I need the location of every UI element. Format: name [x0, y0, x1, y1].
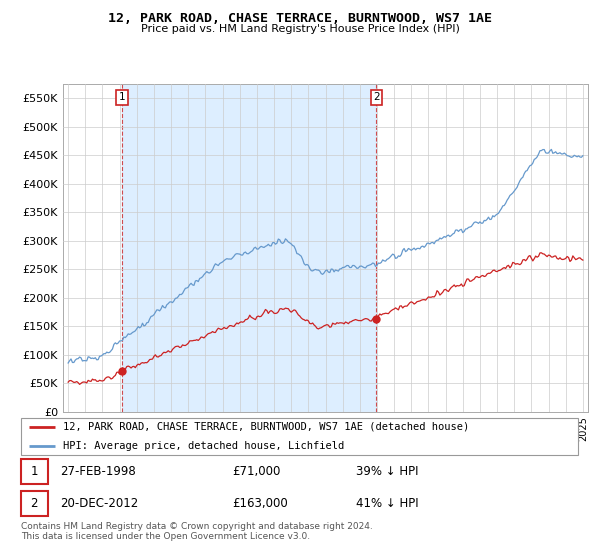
Text: 41% ↓ HPI: 41% ↓ HPI	[356, 497, 419, 510]
Text: 12, PARK ROAD, CHASE TERRACE, BURNTWOOD, WS7 1AE: 12, PARK ROAD, CHASE TERRACE, BURNTWOOD,…	[108, 12, 492, 25]
Text: 2: 2	[373, 92, 380, 102]
Text: 39% ↓ HPI: 39% ↓ HPI	[356, 465, 419, 478]
Text: 27-FEB-1998: 27-FEB-1998	[60, 465, 136, 478]
Text: 1: 1	[31, 465, 38, 478]
Text: Price paid vs. HM Land Registry's House Price Index (HPI): Price paid vs. HM Land Registry's House …	[140, 24, 460, 34]
Text: £71,000: £71,000	[232, 465, 281, 478]
Text: 2: 2	[31, 497, 38, 510]
Text: HPI: Average price, detached house, Lichfield: HPI: Average price, detached house, Lich…	[63, 441, 344, 451]
Text: £163,000: £163,000	[232, 497, 288, 510]
FancyBboxPatch shape	[21, 491, 48, 516]
Bar	[122, 84, 376, 412]
FancyBboxPatch shape	[21, 459, 48, 483]
FancyBboxPatch shape	[21, 418, 578, 455]
Text: 12, PARK ROAD, CHASE TERRACE, BURNTWOOD, WS7 1AE (detached house): 12, PARK ROAD, CHASE TERRACE, BURNTWOOD,…	[63, 422, 469, 432]
Text: Contains HM Land Registry data © Crown copyright and database right 2024.
This d: Contains HM Land Registry data © Crown c…	[21, 522, 373, 542]
Text: 1: 1	[119, 92, 125, 102]
Text: 20-DEC-2012: 20-DEC-2012	[60, 497, 139, 510]
